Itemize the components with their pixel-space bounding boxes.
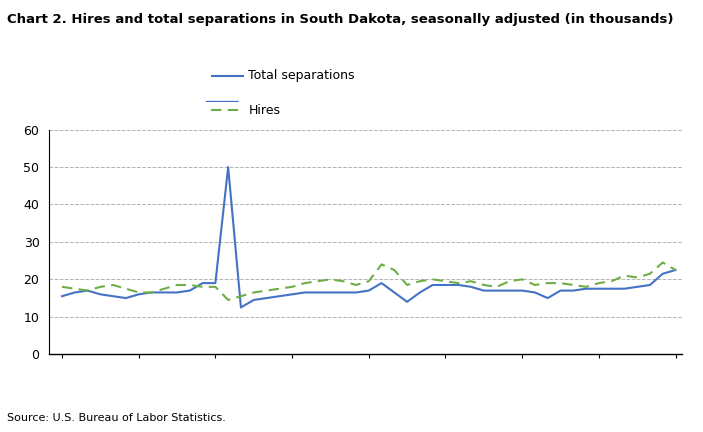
Text: Source: U.S. Bureau of Labor Statistics.: Source: U.S. Bureau of Labor Statistics. xyxy=(7,413,226,423)
Text: Total separations: Total separations xyxy=(248,69,355,82)
Text: Chart 2. Hires and total separations in South Dakota, seasonally adjusted (in th: Chart 2. Hires and total separations in … xyxy=(7,13,673,26)
Text: ────: ──── xyxy=(205,95,239,108)
Text: Hires: Hires xyxy=(248,104,280,117)
